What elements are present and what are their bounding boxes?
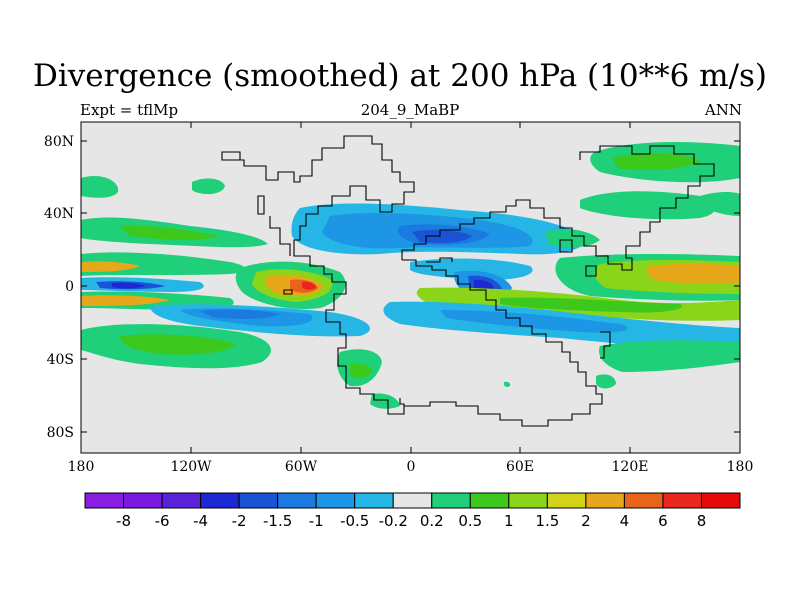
colorbar-label: 6 [658,512,668,530]
contour-region [200,309,280,319]
lon-label: 120W [170,459,212,475]
experiment-label: Expt = tflMp [80,101,179,119]
colorbar-label: 0.5 [458,512,482,530]
colorbar-swatch [200,492,240,509]
colorbar-swatch [508,492,548,509]
contour-region [81,175,119,198]
contour-region [503,381,511,387]
contour-region [81,261,140,272]
colorbar-swatch [84,492,125,509]
colorbar-label: -0.5 [340,512,369,530]
colorbar-label: -1.5 [263,512,292,530]
contour-region [120,334,236,355]
contour-region [192,178,225,195]
colorbar-label: -1 [309,512,324,530]
lon-label: 60E [506,459,534,475]
colorbar-swatch [123,492,163,509]
colorbar-label: 4 [620,512,630,530]
contour-region [596,374,616,389]
contour-region [646,263,740,284]
colorbar-swatch [392,492,433,509]
contour-region [410,258,533,280]
coastline-isthmus [269,216,291,256]
lat-label: 80N [44,134,74,150]
contour-region [500,297,682,313]
colorbar-swatch [469,492,510,509]
lon-label: 180 [68,459,95,475]
coastline-arabia [426,257,453,263]
case-label: 204_9_MaBP [360,101,460,119]
plot-title: Divergence (smoothed) at 200 hPa (10**6 … [33,58,767,94]
colorbar-label: 8 [697,512,707,530]
contour-region [412,229,472,244]
contour-region [81,295,170,306]
coastline-americas [222,135,415,415]
colorbar-label: 1 [504,512,514,530]
colorbar-swatch [546,492,587,509]
coastlines [221,135,715,427]
colorbar-swatch [585,492,625,509]
colorbar-swatch [238,492,279,509]
colorbar-swatch [315,492,356,509]
colorbar-swatch [431,492,471,509]
contour-region [598,340,740,372]
colorbar-label: -8 [116,512,131,530]
lat-label: 80S [47,425,74,441]
colorbar-label: -6 [155,512,170,530]
contour-region [545,229,600,248]
coastline-island [257,195,265,215]
colorbar-label: 1.5 [535,512,559,530]
lon-label: 180 [727,459,754,475]
lat-label: 40N [44,206,74,222]
contour-region [612,152,700,170]
lon-label: 120E [612,459,649,475]
lat-label: 0 [65,279,74,295]
colorbar-swatch [623,492,664,509]
season-label: ANN [704,101,742,119]
coastline-australia [600,331,611,359]
colorbar-label: -2 [232,512,247,530]
contour-region [120,225,220,240]
coastline-asia-islands [559,239,597,277]
colorbar-swatch [354,492,394,509]
lon-label: 0 [407,459,416,475]
contour-region [302,281,316,290]
lon-label: 60W [285,459,318,475]
colorbar-label: 0.2 [420,512,444,530]
contour-region [700,192,740,216]
lat-label: 40S [47,352,74,368]
colorbar-swatch [662,492,702,509]
colorbar-label: -4 [193,512,208,530]
colorbar-swatch [161,492,202,509]
contour-region [350,363,372,379]
colorbar-swatch [700,492,741,509]
coastline-africa [402,259,603,427]
coastline-greenland [221,151,241,161]
contour-region [440,310,628,333]
contour-region [370,393,400,409]
colorbar-labels: -8 -6 -4 -2 -1.5 -1 -0.5 -0.2 0.2 0.5 1 1.5 2 4 6 8 [116,512,706,530]
colorbar-label: 2 [581,512,591,530]
divergence-field [81,142,740,409]
colorbar-swatch [277,492,317,509]
contour-region [112,282,146,289]
colorbar-label: -0.2 [379,512,408,530]
coastline-eurasia-africa [401,145,715,271]
colorbar [84,492,741,509]
axis-ticks [80,122,741,453]
coastline-island [283,289,293,295]
